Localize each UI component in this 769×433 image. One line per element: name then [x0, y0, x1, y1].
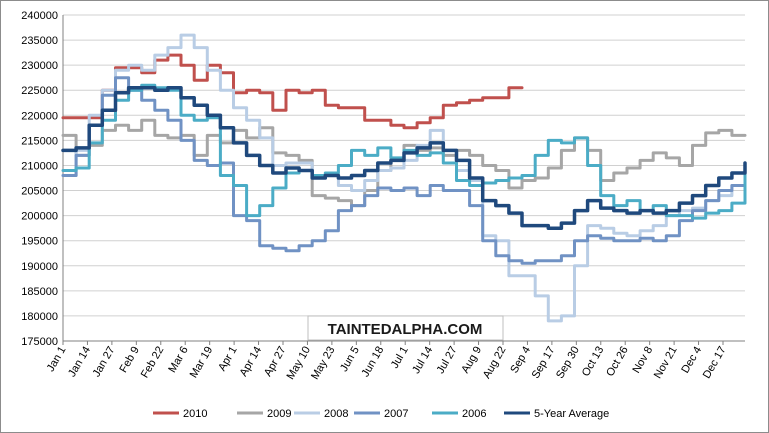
series-line-5-year-average [61, 85, 747, 230]
y-tick-label: 220000 [21, 110, 58, 122]
legend-label: 5-Year Average [534, 408, 609, 420]
y-tick-label: 205000 [21, 186, 58, 198]
x-tick-label: Sep 4 [508, 345, 533, 376]
legend-label: 2009 [267, 408, 291, 420]
x-tick-label: Nov 8 [630, 345, 655, 376]
x-tick-label: Jan 1 [45, 345, 69, 374]
legend-label: 2007 [384, 408, 408, 420]
watermark-box [307, 315, 504, 341]
x-tick-label: Jun 5 [338, 345, 362, 374]
y-tick-label: 190000 [21, 261, 58, 273]
y-tick-label: 215000 [21, 135, 58, 147]
x-tick-label: Aug 9 [459, 345, 484, 376]
series-line-2007 [61, 76, 747, 265]
series-lines [61, 33, 747, 323]
y-tick-label: 230000 [21, 60, 58, 72]
gridlines [63, 14, 745, 342]
x-tick-label: Aug 22 [481, 345, 509, 381]
x-tick-label: Jul 1 [389, 345, 411, 371]
x-tick-label: Mar 19 [188, 345, 216, 381]
y-tick-label: 200000 [21, 211, 58, 223]
x-tick-label: Apr 14 [238, 345, 265, 379]
x-tick-label: Sep 30 [554, 345, 582, 381]
x-tick-label: Jan 14 [66, 345, 93, 380]
watermark-text: TAINTEDALPHA.COM [328, 321, 483, 338]
y-tick-label: 235000 [21, 35, 58, 47]
x-tick-label: Oct 26 [604, 345, 631, 379]
x-tick-label: Apr 27 [262, 345, 289, 379]
x-tick-label: Nov 21 [652, 345, 680, 381]
x-tick-label: Dec 4 [679, 345, 704, 376]
x-tick-label: Jun 18 [359, 345, 386, 380]
x-tick-label: Jul 27 [435, 345, 460, 376]
x-tick-label: Mar 6 [166, 345, 190, 375]
y-tick-label: 240000 [21, 10, 58, 22]
y-tick-label: 195000 [21, 236, 58, 248]
y-tick-label: 210000 [21, 160, 58, 172]
x-tick-label: Feb 22 [139, 345, 167, 381]
series-line-2008 [61, 33, 747, 323]
x-tick-label: Apr 1 [216, 345, 240, 374]
y-tick-label: 225000 [21, 85, 58, 97]
watermark: TAINTEDALPHA.COM [307, 315, 504, 341]
x-tick-label: Feb 9 [117, 345, 141, 375]
x-tick-label: Dec 17 [701, 345, 729, 381]
legend: 2010 2009 2008 2007 2006 5-Year Average [153, 408, 609, 420]
y-tick-label: 185000 [21, 286, 58, 298]
y-tick-label: 180000 [21, 311, 58, 323]
y-axis: 175000 180000 185000 190000 195000 200000 2050… [21, 10, 64, 348]
y-tick-label: 175000 [21, 336, 58, 348]
x-tick-label: May 23 [309, 345, 337, 382]
series-line-2010 [61, 53, 524, 130]
legend-label: 2006 [462, 408, 486, 420]
legend-label: 2010 [183, 408, 207, 420]
x-tick-label: Jan 27 [91, 345, 118, 380]
x-tick-label: Jul 14 [410, 345, 435, 376]
x-tick-label: Oct 13 [580, 345, 607, 379]
legend-label: 2008 [324, 408, 348, 420]
